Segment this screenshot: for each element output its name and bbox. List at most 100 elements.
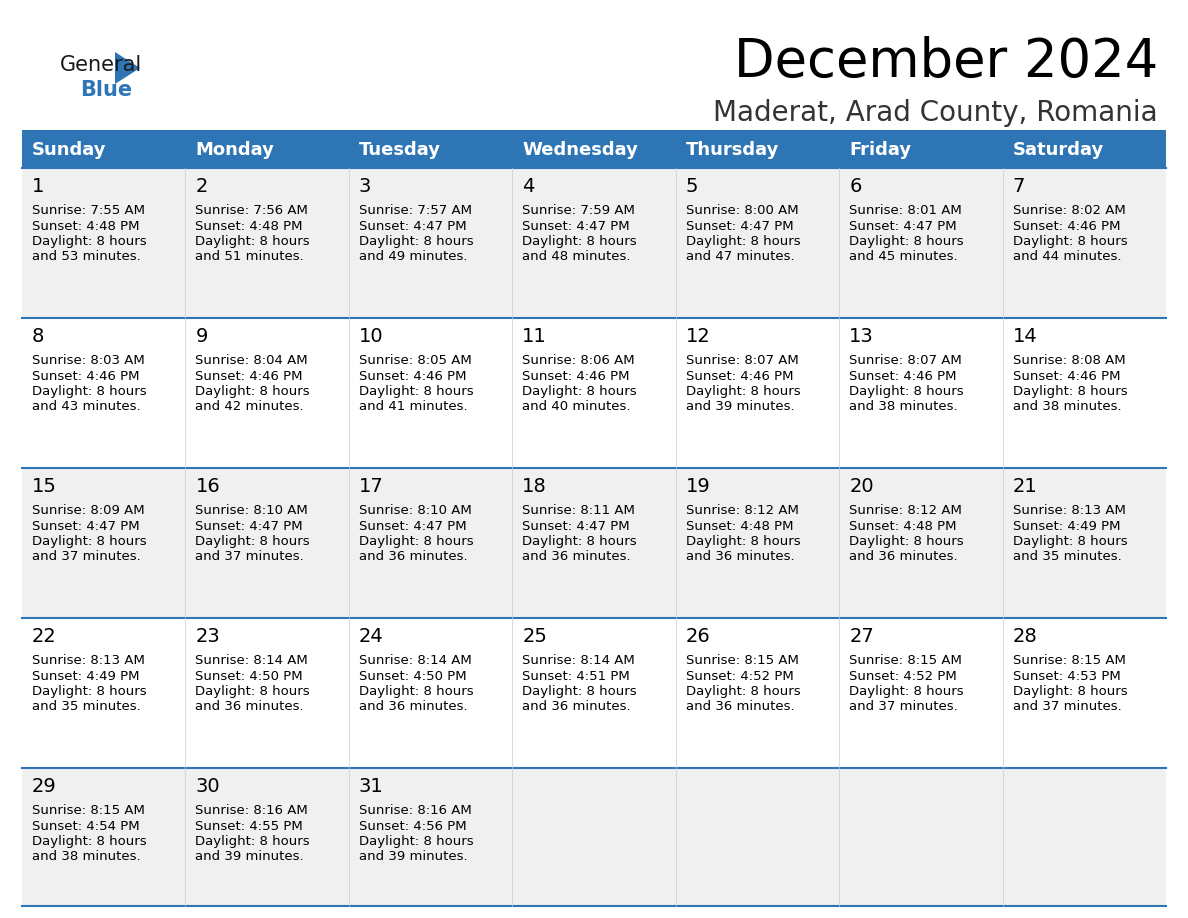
Text: Sunrise: 8:15 AM: Sunrise: 8:15 AM xyxy=(849,654,962,667)
Text: Daylight: 8 hours: Daylight: 8 hours xyxy=(359,385,474,398)
Text: Maderat, Arad County, Romania: Maderat, Arad County, Romania xyxy=(713,99,1158,127)
Text: Daylight: 8 hours: Daylight: 8 hours xyxy=(1012,235,1127,248)
Text: and 36 minutes.: and 36 minutes. xyxy=(359,700,468,713)
Text: Sunset: 4:47 PM: Sunset: 4:47 PM xyxy=(523,520,630,532)
Text: Daylight: 8 hours: Daylight: 8 hours xyxy=(1012,535,1127,548)
Text: Sunset: 4:54 PM: Sunset: 4:54 PM xyxy=(32,820,140,833)
Bar xyxy=(185,130,349,168)
Text: Sunrise: 8:10 AM: Sunrise: 8:10 AM xyxy=(359,504,472,517)
Text: Daylight: 8 hours: Daylight: 8 hours xyxy=(32,535,146,548)
Text: Daylight: 8 hours: Daylight: 8 hours xyxy=(849,385,963,398)
Text: Sunrise: 7:59 AM: Sunrise: 7:59 AM xyxy=(523,204,636,217)
Text: Sunset: 4:47 PM: Sunset: 4:47 PM xyxy=(196,520,303,532)
Bar xyxy=(23,618,1165,768)
Text: Sunset: 4:46 PM: Sunset: 4:46 PM xyxy=(523,370,630,383)
Text: Sunrise: 8:13 AM: Sunrise: 8:13 AM xyxy=(1012,504,1125,517)
Text: 1: 1 xyxy=(32,176,44,196)
Text: and 43 minutes.: and 43 minutes. xyxy=(32,400,140,413)
Text: 24: 24 xyxy=(359,626,384,645)
Text: 25: 25 xyxy=(523,626,548,645)
Text: Daylight: 8 hours: Daylight: 8 hours xyxy=(359,535,474,548)
Text: 17: 17 xyxy=(359,476,384,496)
Text: Daylight: 8 hours: Daylight: 8 hours xyxy=(359,835,474,848)
Text: Sunset: 4:46 PM: Sunset: 4:46 PM xyxy=(849,370,956,383)
Text: Sunrise: 8:07 AM: Sunrise: 8:07 AM xyxy=(849,354,962,367)
Text: 7: 7 xyxy=(1012,176,1025,196)
Text: 13: 13 xyxy=(849,327,874,345)
Text: Daylight: 8 hours: Daylight: 8 hours xyxy=(849,685,963,698)
Text: Sunset: 4:51 PM: Sunset: 4:51 PM xyxy=(523,669,630,682)
Text: Daylight: 8 hours: Daylight: 8 hours xyxy=(196,385,310,398)
Text: Sunset: 4:49 PM: Sunset: 4:49 PM xyxy=(32,669,139,682)
Text: Sunrise: 8:04 AM: Sunrise: 8:04 AM xyxy=(196,354,308,367)
Text: Sunrise: 8:12 AM: Sunrise: 8:12 AM xyxy=(685,504,798,517)
Bar xyxy=(23,318,1165,468)
Text: 18: 18 xyxy=(523,476,546,496)
Text: and 35 minutes.: and 35 minutes. xyxy=(32,700,140,713)
Text: Sunset: 4:47 PM: Sunset: 4:47 PM xyxy=(849,219,956,232)
Text: Sunrise: 8:14 AM: Sunrise: 8:14 AM xyxy=(359,654,472,667)
Text: and 36 minutes.: and 36 minutes. xyxy=(685,551,795,564)
Text: Sunrise: 8:15 AM: Sunrise: 8:15 AM xyxy=(32,804,145,817)
Text: Daylight: 8 hours: Daylight: 8 hours xyxy=(196,835,310,848)
Text: Daylight: 8 hours: Daylight: 8 hours xyxy=(685,235,801,248)
Text: Sunset: 4:47 PM: Sunset: 4:47 PM xyxy=(685,219,794,232)
Polygon shape xyxy=(115,52,140,84)
Text: Sunrise: 8:05 AM: Sunrise: 8:05 AM xyxy=(359,354,472,367)
Text: 15: 15 xyxy=(32,476,57,496)
Bar xyxy=(1003,130,1165,168)
Text: Daylight: 8 hours: Daylight: 8 hours xyxy=(32,385,146,398)
Text: and 38 minutes.: and 38 minutes. xyxy=(32,850,140,864)
Text: Sunrise: 8:01 AM: Sunrise: 8:01 AM xyxy=(849,204,962,217)
Text: Sunset: 4:50 PM: Sunset: 4:50 PM xyxy=(359,669,467,682)
Text: and 47 minutes.: and 47 minutes. xyxy=(685,251,795,263)
Text: 11: 11 xyxy=(523,327,546,345)
Text: Daylight: 8 hours: Daylight: 8 hours xyxy=(523,685,637,698)
Text: and 39 minutes.: and 39 minutes. xyxy=(359,850,468,864)
Text: 23: 23 xyxy=(196,626,220,645)
Text: and 39 minutes.: and 39 minutes. xyxy=(196,850,304,864)
Text: Daylight: 8 hours: Daylight: 8 hours xyxy=(523,235,637,248)
Text: Friday: Friday xyxy=(849,141,911,159)
Text: Daylight: 8 hours: Daylight: 8 hours xyxy=(196,535,310,548)
Text: Sunset: 4:53 PM: Sunset: 4:53 PM xyxy=(1012,669,1120,682)
Text: Sunset: 4:52 PM: Sunset: 4:52 PM xyxy=(685,669,794,682)
Text: 14: 14 xyxy=(1012,327,1037,345)
Text: and 35 minutes.: and 35 minutes. xyxy=(1012,551,1121,564)
Text: Sunday: Sunday xyxy=(32,141,107,159)
Text: Sunset: 4:48 PM: Sunset: 4:48 PM xyxy=(849,520,956,532)
Text: Sunrise: 8:12 AM: Sunrise: 8:12 AM xyxy=(849,504,962,517)
Text: Sunset: 4:47 PM: Sunset: 4:47 PM xyxy=(32,520,140,532)
Text: Saturday: Saturday xyxy=(1012,141,1104,159)
Text: Blue: Blue xyxy=(80,80,132,100)
Text: Sunrise: 8:13 AM: Sunrise: 8:13 AM xyxy=(32,654,145,667)
Text: and 36 minutes.: and 36 minutes. xyxy=(849,551,958,564)
Text: Sunset: 4:46 PM: Sunset: 4:46 PM xyxy=(196,370,303,383)
Text: and 45 minutes.: and 45 minutes. xyxy=(849,251,958,263)
Text: 20: 20 xyxy=(849,476,873,496)
Text: Sunrise: 8:14 AM: Sunrise: 8:14 AM xyxy=(523,654,636,667)
Text: Sunrise: 8:08 AM: Sunrise: 8:08 AM xyxy=(1012,354,1125,367)
Text: and 40 minutes.: and 40 minutes. xyxy=(523,400,631,413)
Text: 27: 27 xyxy=(849,626,874,645)
Text: and 36 minutes.: and 36 minutes. xyxy=(685,700,795,713)
Text: 21: 21 xyxy=(1012,476,1037,496)
Text: Wednesday: Wednesday xyxy=(523,141,638,159)
Text: Sunrise: 8:16 AM: Sunrise: 8:16 AM xyxy=(196,804,308,817)
Text: Daylight: 8 hours: Daylight: 8 hours xyxy=(32,685,146,698)
Text: and 38 minutes.: and 38 minutes. xyxy=(1012,400,1121,413)
Text: and 38 minutes.: and 38 minutes. xyxy=(849,400,958,413)
Text: Sunrise: 8:11 AM: Sunrise: 8:11 AM xyxy=(523,504,636,517)
Text: 9: 9 xyxy=(196,327,208,345)
Text: 10: 10 xyxy=(359,327,384,345)
Bar xyxy=(23,168,1165,318)
Text: December 2024: December 2024 xyxy=(734,36,1158,88)
Text: Sunset: 4:48 PM: Sunset: 4:48 PM xyxy=(196,219,303,232)
Text: and 53 minutes.: and 53 minutes. xyxy=(32,251,140,263)
Text: Daylight: 8 hours: Daylight: 8 hours xyxy=(523,385,637,398)
Text: and 44 minutes.: and 44 minutes. xyxy=(1012,251,1121,263)
Text: Sunset: 4:52 PM: Sunset: 4:52 PM xyxy=(849,669,956,682)
Text: Daylight: 8 hours: Daylight: 8 hours xyxy=(32,835,146,848)
Text: Thursday: Thursday xyxy=(685,141,779,159)
Text: Sunset: 4:46 PM: Sunset: 4:46 PM xyxy=(1012,219,1120,232)
